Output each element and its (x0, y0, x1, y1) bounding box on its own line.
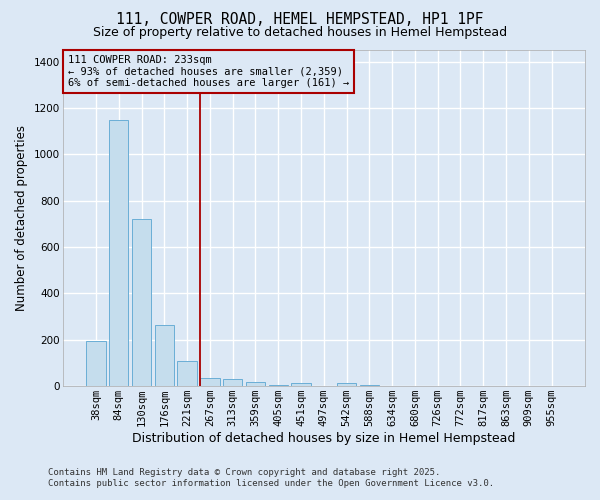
X-axis label: Distribution of detached houses by size in Hemel Hempstead: Distribution of detached houses by size … (132, 432, 515, 445)
Text: Size of property relative to detached houses in Hemel Hempstead: Size of property relative to detached ho… (93, 26, 507, 39)
Bar (246, 382, 265, 386)
Bar (292, 383, 311, 386)
Bar (155, 324, 174, 386)
Bar (359, 385, 379, 386)
Bar (109, 120, 128, 386)
Text: Contains HM Land Registry data © Crown copyright and database right 2025.
Contai: Contains HM Land Registry data © Crown c… (48, 468, 494, 487)
Bar (178, 360, 197, 386)
Bar (269, 385, 288, 386)
Text: 111 COWPER ROAD: 233sqm
← 93% of detached houses are smaller (2,359)
6% of semi-: 111 COWPER ROAD: 233sqm ← 93% of detache… (68, 55, 349, 88)
Y-axis label: Number of detached properties: Number of detached properties (15, 125, 28, 311)
Text: 111, COWPER ROAD, HEMEL HEMPSTEAD, HP1 1PF: 111, COWPER ROAD, HEMEL HEMPSTEAD, HP1 1… (116, 12, 484, 28)
Bar (337, 383, 356, 386)
Bar (86, 341, 106, 386)
Bar (223, 379, 242, 386)
Bar (132, 219, 151, 386)
Bar (200, 378, 220, 386)
